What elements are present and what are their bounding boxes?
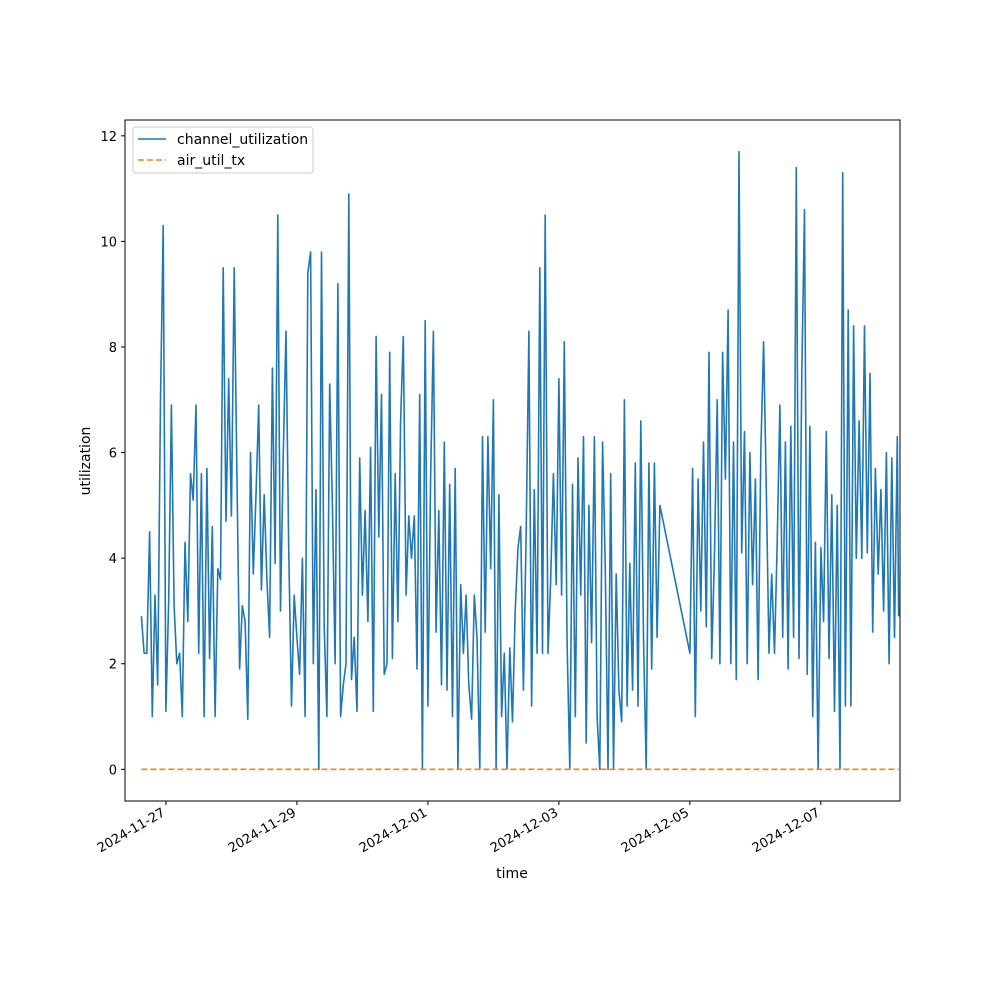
y-tick-label: 2 [109, 658, 117, 673]
y-tick-label: 6 [109, 447, 117, 462]
x-axis-label: time [496, 866, 528, 882]
y-tick-label: 10 [100, 235, 117, 250]
legend: channel_utilization air_util_tx [132, 126, 314, 174]
legend-box [132, 126, 314, 174]
y-axis-label: utilization [78, 427, 94, 496]
y-tick-label: 0 [109, 763, 117, 778]
y-tick-label: 12 [100, 130, 117, 145]
legend-label-channel-utilization: channel_utilization [177, 132, 308, 148]
plot-layer [140, 150, 900, 771]
plot-frame [124, 119, 901, 802]
legend-label-air-util-tx: air_util_tx [177, 153, 245, 169]
y-tick-label: 4 [109, 552, 117, 567]
y-tick-label: 8 [109, 341, 117, 356]
